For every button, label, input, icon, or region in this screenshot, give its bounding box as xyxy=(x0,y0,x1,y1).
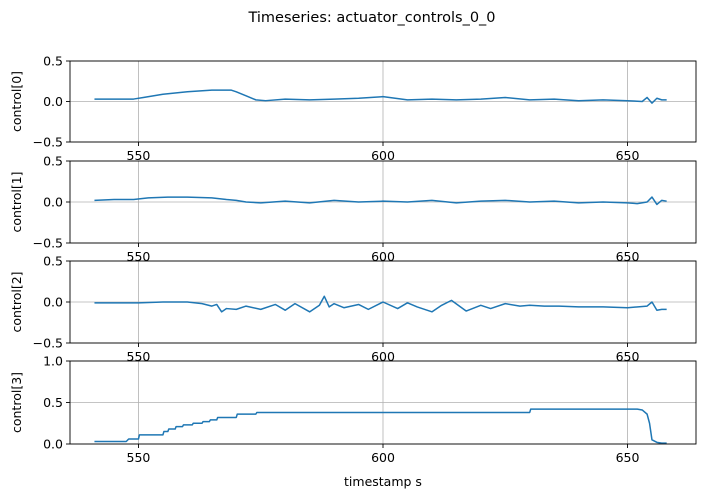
x-tick-label: 650 xyxy=(616,148,640,163)
x-tick-label: 550 xyxy=(127,450,151,465)
subplot-2: 550 600 650 −0.5 0.0 0.5 control[2] xyxy=(9,254,697,364)
x-axis-label: timestamp s xyxy=(344,474,422,489)
x-tick-label: 600 xyxy=(371,249,395,264)
x-tick-label: 550 xyxy=(127,249,151,264)
y-tick-label: 1.0 xyxy=(43,354,63,369)
chart-title: Timeseries: actuator_controls_0_0 xyxy=(247,10,495,26)
y-tick-label: 0.0 xyxy=(43,94,63,109)
x-tick-label: 600 xyxy=(371,148,395,163)
x-tick-label: 650 xyxy=(616,349,640,364)
series-line xyxy=(94,408,667,444)
y-axis-label: control[2] xyxy=(9,271,24,332)
y-tick-label: 0.5 xyxy=(43,395,63,410)
y-axis-label: control[3] xyxy=(9,372,24,433)
y-tick-label: 0.0 xyxy=(43,295,63,310)
y-tick-label: 0.5 xyxy=(43,254,63,269)
y-axis-label: control[0] xyxy=(9,71,24,132)
y-tick-label: −0.5 xyxy=(33,236,63,251)
x-tick-label: 600 xyxy=(371,450,395,465)
y-tick-label: 0.5 xyxy=(43,54,63,69)
x-tick-label: 550 xyxy=(127,349,151,364)
y-tick-label: −0.5 xyxy=(33,135,63,150)
x-tick-label: 550 xyxy=(127,148,151,163)
y-tick-label: −0.5 xyxy=(33,336,63,351)
y-axis-label: control[1] xyxy=(9,171,24,232)
x-tick-label: 650 xyxy=(616,450,640,465)
series-line xyxy=(94,89,667,104)
subplot-3: 550 600 650 0.0 0.5 1.0 control[3] xyxy=(9,354,697,465)
y-tick-label: 0.0 xyxy=(43,195,63,210)
subplot-0: 550 600 650 −0.5 0.0 0.5 control[0] xyxy=(9,54,697,163)
y-tick-label: 0.5 xyxy=(43,154,63,169)
series-line xyxy=(94,196,667,206)
x-tick-label: 650 xyxy=(616,249,640,264)
subplots: 550 600 650 −0.5 0.0 0.5 control[0] 550 600 650 −0… xyxy=(9,54,697,465)
subplot-1: 550 600 650 −0.5 0.0 0.5 control[1] xyxy=(9,154,697,264)
x-tick-label: 600 xyxy=(371,349,395,364)
series-line xyxy=(94,295,667,313)
y-tick-label: 0.0 xyxy=(43,437,63,452)
